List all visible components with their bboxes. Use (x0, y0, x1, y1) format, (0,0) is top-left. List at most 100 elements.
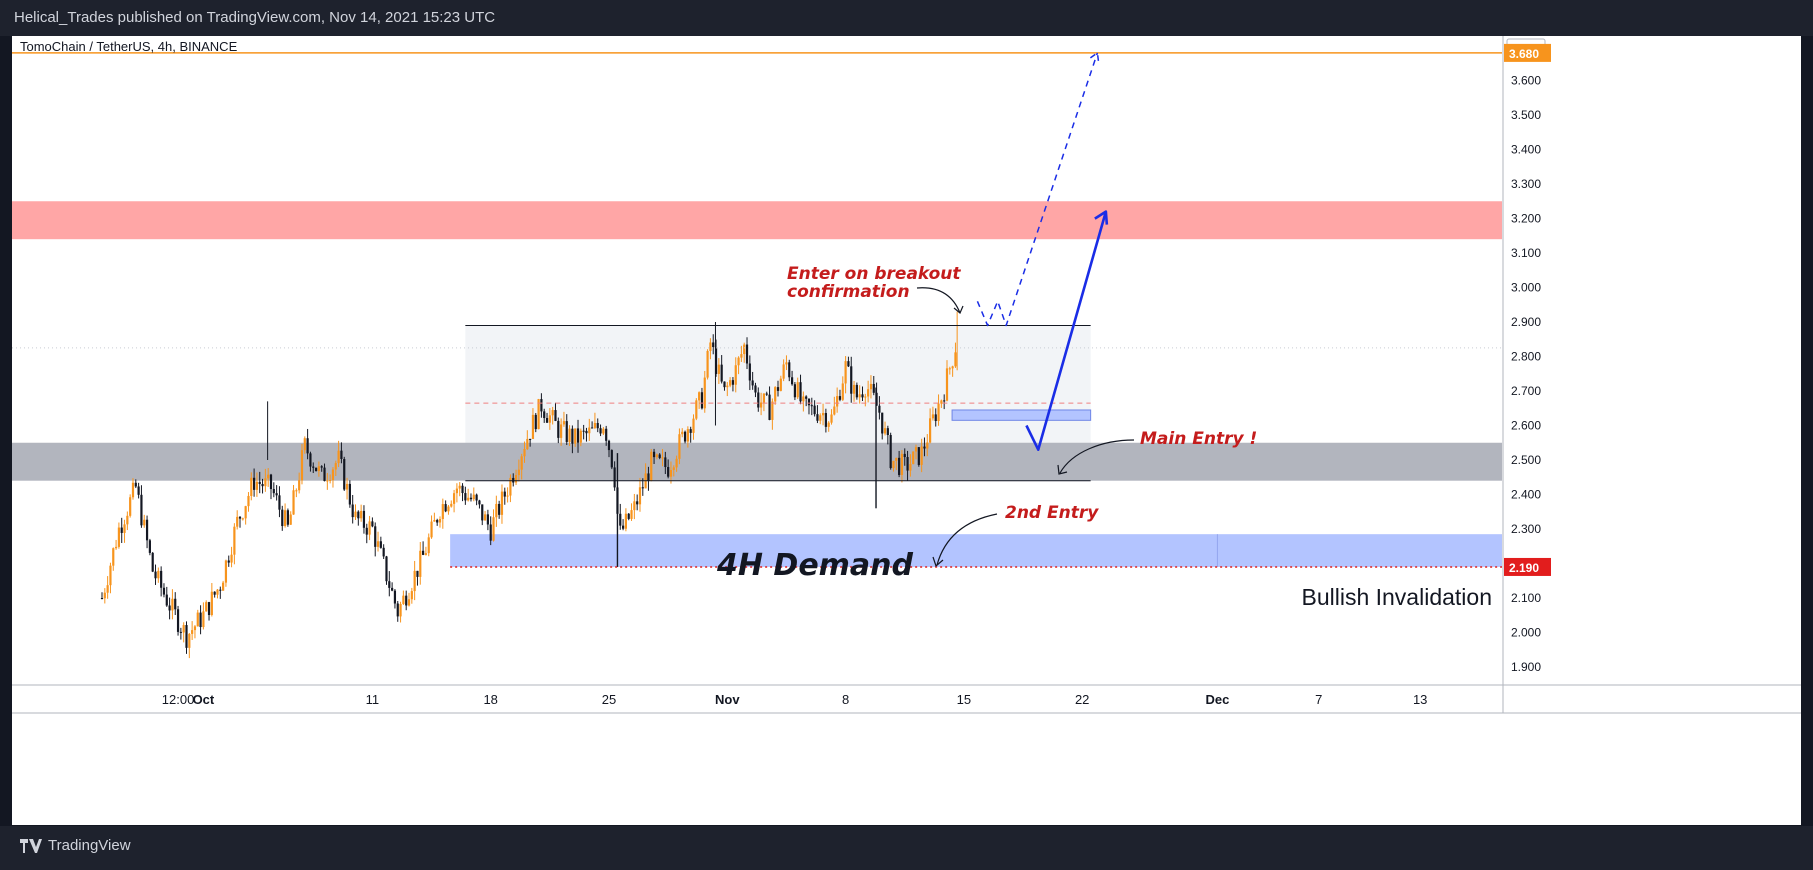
candle-body (241, 518, 244, 520)
time-tick-label: 12:00 (162, 692, 195, 707)
candle-body (405, 595, 408, 606)
candle-body (236, 516, 239, 527)
candle-body (117, 527, 120, 547)
candle-body (807, 398, 811, 406)
candle-body (495, 503, 498, 518)
candle-body (120, 527, 123, 533)
candle-body (819, 415, 822, 421)
candle-body (703, 377, 706, 409)
candle-body (388, 581, 391, 588)
candle-body (134, 482, 137, 487)
candle-body (399, 603, 402, 617)
time-tick-label: 7 (1315, 692, 1322, 707)
candle-body (621, 525, 625, 529)
candle-body (619, 513, 622, 526)
candle-body (664, 457, 667, 468)
candle-body (407, 599, 411, 606)
candle-body (486, 514, 489, 525)
main-entry-pointer-arrow-head (1057, 464, 1068, 475)
candle-body (599, 428, 602, 434)
candle-body (714, 347, 718, 374)
candle-body (261, 484, 264, 487)
candle-body (205, 602, 208, 612)
candle-body (937, 403, 940, 421)
price-tick-label: 3.200 (1511, 212, 1541, 226)
candle-body (165, 594, 168, 606)
candle-body (948, 368, 951, 370)
candle-body (757, 392, 760, 408)
candle-body (207, 602, 211, 615)
candle-body (424, 553, 428, 555)
candle-body (148, 540, 151, 553)
candle-body (331, 469, 335, 481)
candle-body (717, 364, 720, 374)
candle-body (929, 418, 932, 443)
candle-body (329, 480, 332, 482)
candle-body (743, 344, 746, 355)
candle-body (821, 413, 825, 416)
candle-body (723, 381, 726, 388)
candle-body (729, 380, 732, 386)
price-axis-background (1503, 36, 1551, 685)
candle-body (669, 469, 673, 477)
candle-body (371, 521, 374, 527)
candle-body (286, 510, 289, 525)
candle-body (272, 489, 275, 494)
candle-body (137, 486, 140, 495)
candle-body (734, 365, 737, 385)
candle-body (145, 519, 149, 541)
candle-body (692, 418, 695, 433)
candle-body (196, 612, 199, 627)
candle-body (864, 396, 867, 398)
candle-body (171, 598, 174, 611)
candle-body (255, 481, 259, 490)
time-tick-label: 22 (1075, 692, 1089, 707)
price-chart[interactable]: Enter on breakout confirmation Main Entr… (12, 36, 1801, 825)
candle-body (836, 396, 839, 407)
candle-body (253, 477, 256, 490)
candle-body (441, 504, 444, 520)
candle-body (219, 589, 222, 591)
time-tick-label: 18 (483, 692, 497, 707)
candle-body (469, 497, 473, 500)
candle-body (945, 368, 949, 401)
candle-body (498, 503, 501, 515)
candle-body (306, 438, 309, 454)
candle-body (185, 625, 188, 648)
candle-body (109, 565, 112, 586)
second-entry-pointer-arrow-head (932, 556, 944, 568)
candle-body (805, 396, 808, 399)
candle-body (762, 393, 766, 403)
candle-body (345, 483, 349, 490)
candle-body (140, 494, 143, 526)
candle-body (210, 591, 213, 615)
candle-body (129, 497, 132, 516)
candle-body (452, 493, 456, 504)
candle-body (500, 491, 504, 515)
price-badge-label: 3.680 (1509, 47, 1539, 61)
candle-body (571, 428, 574, 444)
candle-body (326, 480, 329, 482)
candle-body (233, 526, 236, 555)
candle-body (360, 510, 363, 519)
candle-body (892, 460, 895, 469)
candle-body (605, 428, 608, 441)
candle-body (438, 519, 442, 523)
candle-body (300, 450, 304, 481)
candle-body (458, 485, 461, 489)
candle-body (869, 383, 873, 390)
tradingview-logo[interactable]: TradingView (20, 837, 131, 854)
candle-body (526, 438, 529, 450)
candle-body (593, 422, 597, 428)
candle-body (557, 420, 560, 438)
candle-body (114, 546, 118, 549)
candle-body (295, 490, 298, 492)
candle-body (447, 506, 450, 512)
candle-body (374, 526, 377, 547)
candle-body (551, 410, 554, 416)
chart-frame: Enter on breakout confirmation Main Entr… (12, 36, 1801, 825)
chart-title: TomoChain / TetherUS, 4h, BINANCE (20, 39, 238, 54)
candle-body (917, 447, 920, 465)
candle-body (700, 392, 704, 409)
candle-body (402, 595, 405, 604)
